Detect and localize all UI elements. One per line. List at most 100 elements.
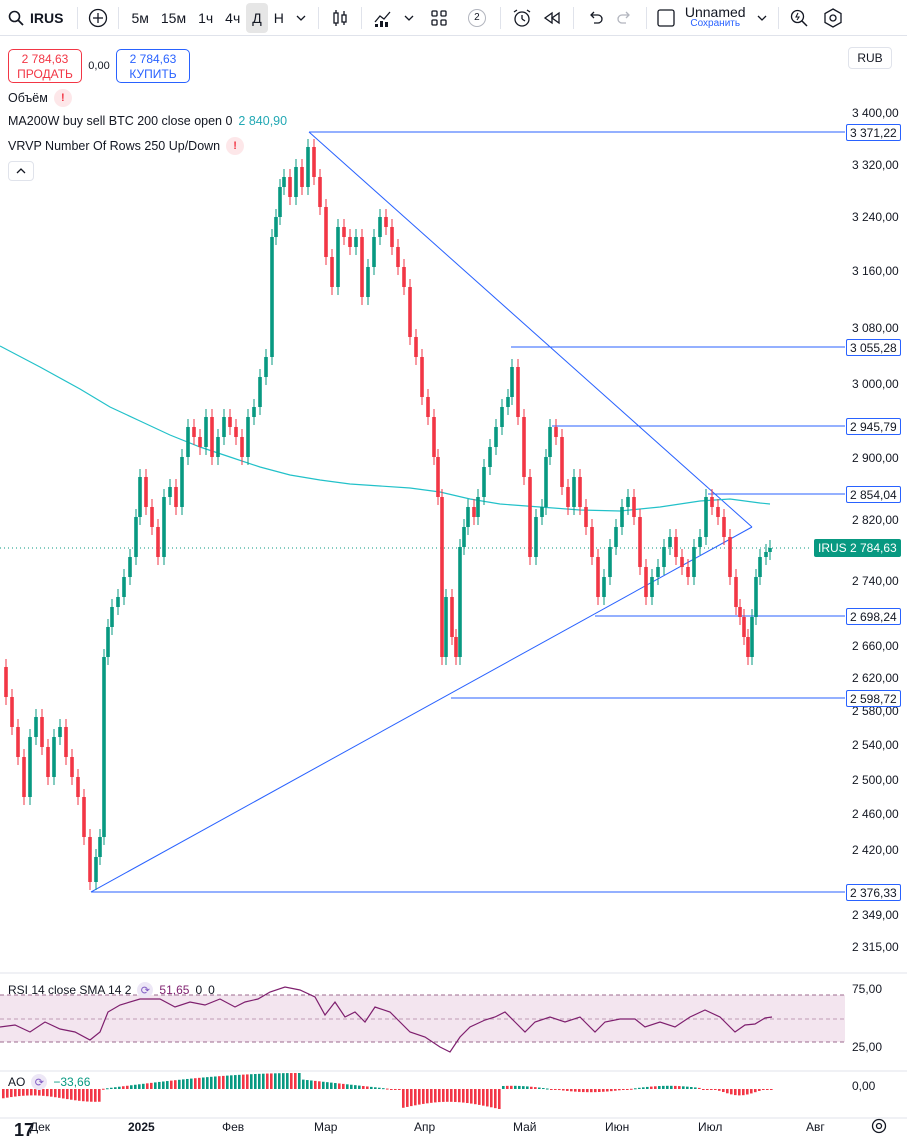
candle-body <box>240 437 244 457</box>
volume-legend[interactable]: Объём ! <box>8 89 72 107</box>
rsi-label: RSI 14 close SMA 14 2 <box>8 983 132 997</box>
ao-bar <box>350 1084 353 1089</box>
separator <box>77 6 79 29</box>
candle-body <box>390 227 394 247</box>
interval-4h[interactable]: 4ч <box>225 9 241 26</box>
ao-bar <box>218 1076 221 1089</box>
level-tag[interactable]: 2 945,79 <box>846 418 901 435</box>
layouts-button[interactable] <box>424 3 454 33</box>
chart-area[interactable]: 2 784,63 ПРОДАТЬ 0,00 2 784,63 КУПИТЬ RU… <box>0 37 907 1140</box>
interval-day[interactable]: Д <box>246 2 268 33</box>
undo-button[interactable] <box>580 3 610 33</box>
level-tag[interactable]: 3 055,28 <box>846 339 901 356</box>
horizontal-levels[interactable] <box>91 131 845 893</box>
ao-bar <box>2 1089 5 1099</box>
indicators-button[interactable] <box>368 3 398 33</box>
candle-body <box>294 167 298 197</box>
quick-search-button[interactable] <box>785 3 813 33</box>
candle-body <box>440 497 444 657</box>
level-tag[interactable]: 2 698,24 <box>846 608 901 625</box>
ao-bar <box>582 1089 585 1093</box>
candle-body <box>650 577 654 597</box>
ao-bar <box>250 1074 253 1089</box>
intervals-dropdown[interactable] <box>290 3 312 33</box>
ao-bar <box>214 1076 217 1089</box>
layout-name-button[interactable]: Unnamed Сохранить <box>679 3 752 33</box>
ao-bar <box>94 1089 97 1102</box>
rsi-legend[interactable]: RSI 14 close SMA 14 2 ⟳ 51,65 0 0 <box>8 982 215 998</box>
undo-icon <box>589 11 603 24</box>
ao-bar <box>178 1079 181 1089</box>
ao-bar <box>246 1074 249 1089</box>
ao-bar <box>766 1089 769 1090</box>
ma-legend[interactable]: MA200W buy sell BTC 200 close open 0 2 8… <box>8 114 287 128</box>
ascending-trendline[interactable] <box>90 526 753 893</box>
candle-body <box>246 417 250 457</box>
candle-body <box>534 517 538 557</box>
level-tag[interactable]: 3 371,22 <box>846 124 901 141</box>
ao-bar <box>182 1079 185 1089</box>
ao-bar <box>526 1086 529 1089</box>
level-tag[interactable]: 2 598,72 <box>846 690 901 707</box>
level-tag[interactable]: 2 376,33 <box>846 884 901 901</box>
level-tag[interactable]: 2 854,04 <box>846 486 901 503</box>
warning-icon[interactable]: ! <box>226 137 245 155</box>
ao-bar <box>294 1073 297 1089</box>
price-axis-label: 3 240,00 <box>852 210 899 224</box>
ao-bar <box>594 1089 597 1093</box>
descending-trendline[interactable] <box>308 131 753 528</box>
collapse-legend-button[interactable] <box>8 161 34 181</box>
ao-bar <box>394 1089 397 1090</box>
redo-button[interactable] <box>610 3 640 33</box>
trend-lines[interactable] <box>90 131 753 893</box>
vrvp-legend[interactable]: VRVP Number Of Rows 250 Up/Down ! <box>8 137 245 155</box>
candlestick-series[interactable] <box>4 139 772 890</box>
chart-type-button[interactable] <box>325 3 355 33</box>
ao-bar <box>206 1077 209 1089</box>
fullscreen-toggle[interactable] <box>653 3 679 33</box>
ao-bar <box>186 1078 189 1089</box>
ao-bar <box>750 1089 753 1094</box>
ao-bar <box>538 1087 541 1089</box>
ao-bar <box>422 1089 425 1104</box>
chart-canvas[interactable] <box>0 37 907 1140</box>
layout-name: Unnamed <box>684 3 746 20</box>
currency-selector[interactable]: RUB <box>848 47 892 69</box>
ao-bar <box>314 1080 317 1089</box>
ao-bar <box>62 1089 65 1099</box>
ao-bar <box>606 1089 609 1092</box>
candle-body <box>22 757 26 797</box>
interval-5m[interactable]: 5м <box>131 9 149 26</box>
warning-icon[interactable]: ! <box>53 89 72 107</box>
buy-button[interactable]: 2 784,63 КУПИТЬ <box>116 49 190 83</box>
sell-label: ПРОДАТЬ <box>17 67 73 81</box>
symbol-search-button[interactable]: IRUS <box>0 3 71 33</box>
candle-body <box>632 497 636 517</box>
ao-bar <box>710 1089 713 1090</box>
compare-button[interactable] <box>84 3 112 33</box>
candles-icon <box>333 9 347 26</box>
alert-button[interactable] <box>507 3 537 33</box>
ao-bar <box>762 1089 765 1090</box>
interval-1h[interactable]: 1ч <box>198 9 214 26</box>
candle-body <box>544 457 548 507</box>
indicators-dropdown[interactable] <box>398 3 420 33</box>
layout-dropdown[interactable] <box>752 3 772 33</box>
price-axis-label: 2 580,00 <box>852 704 899 718</box>
ao-bar <box>338 1083 341 1089</box>
interval-15m[interactable]: 15м <box>160 9 187 26</box>
gear-icon[interactable] <box>870 1117 888 1135</box>
ao-legend[interactable]: AO ⟳ −33,66 <box>8 1074 90 1090</box>
candle-body <box>554 427 558 437</box>
ao-bar <box>770 1089 773 1090</box>
ao-bar <box>650 1086 653 1089</box>
replay-button[interactable] <box>537 3 567 33</box>
ao-bar <box>86 1089 89 1102</box>
ao-bar <box>22 1089 25 1096</box>
tradingview-logo[interactable]: 17 <box>14 1120 35 1140</box>
interval-week[interactable]: Н <box>273 9 284 26</box>
sell-button[interactable]: 2 784,63 ПРОДАТЬ <box>8 49 82 83</box>
ao-bar <box>702 1089 705 1090</box>
ao-bar <box>722 1089 725 1093</box>
settings-button[interactable] <box>819 3 847 33</box>
